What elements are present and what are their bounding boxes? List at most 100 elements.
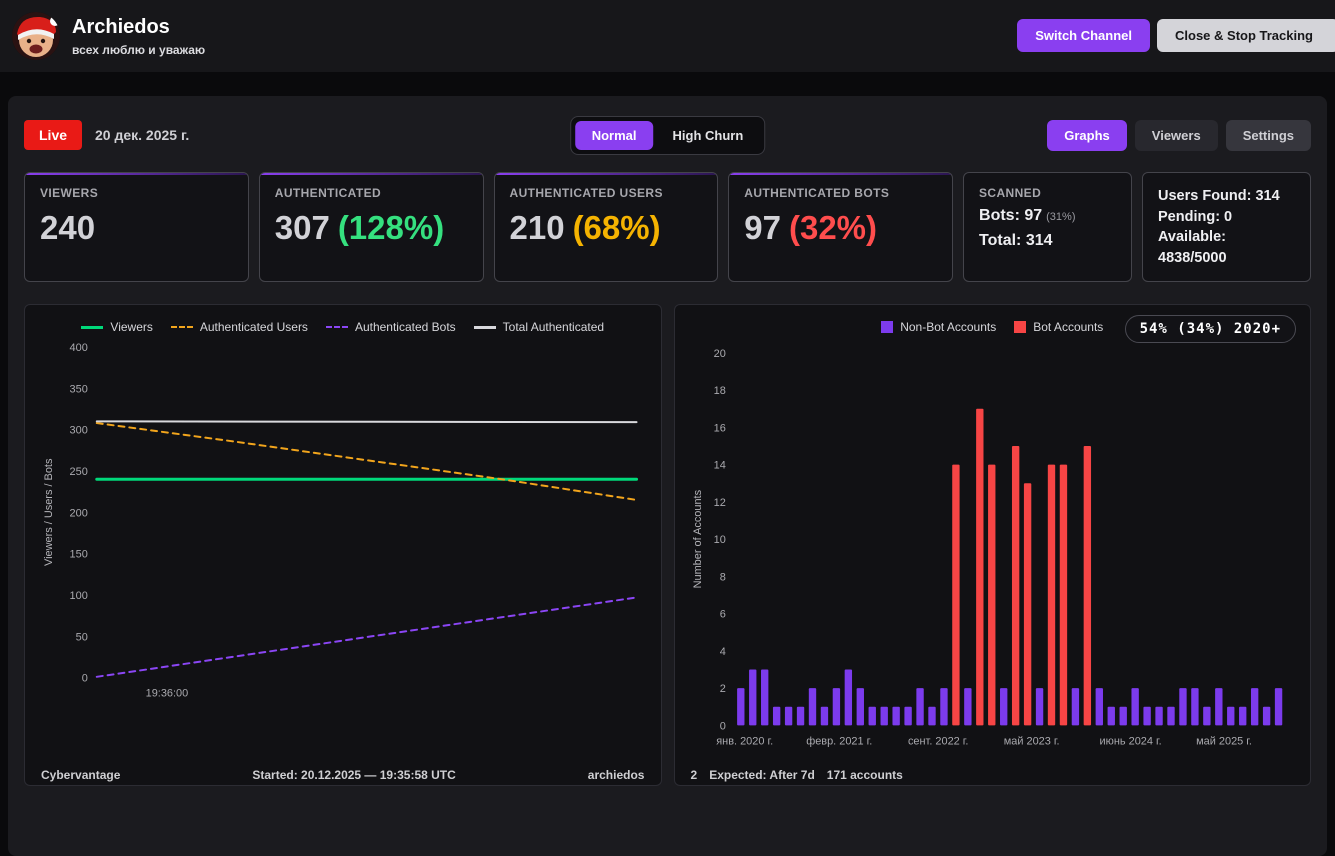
authenticated-label: AUTHENTICATED [274, 186, 382, 200]
stream-date: 20 дек. 2025 г. [95, 127, 190, 143]
scanned-bots-line: Bots: 97 (31%) [979, 207, 1116, 225]
svg-text:150: 150 [70, 549, 88, 561]
age-stats-badge: 54% (34%) 2020+ [1124, 315, 1296, 344]
legend-label-auth-users: Authenticated Users [199, 320, 308, 335]
footer-app-name: Cybervantage [41, 768, 121, 783]
live-badge: Live [24, 120, 83, 150]
svg-text:350: 350 [70, 384, 88, 396]
auth-users-line-swatch [170, 326, 193, 329]
channel-title: Archiedos [72, 15, 170, 38]
svg-text:Viewers / Users / Bots: Viewers / Users / Bots [43, 458, 55, 566]
svg-text:300: 300 [70, 425, 88, 437]
footer-channel-name: archiedos [587, 768, 645, 783]
line-chart-footer: Cybervantage Started: 20.12.2025 — 19:35… [41, 768, 645, 782]
svg-text:Number of Accounts: Number of Accounts [691, 490, 703, 589]
authenticated-bots-value: 97 (32%) [744, 209, 937, 247]
users-found-line: Users Found: 314 [1158, 188, 1280, 204]
svg-text:2: 2 [719, 683, 725, 695]
stats-row: VIEWERS 240 AUTHENTICATED 307 (128%) AUTH… [24, 172, 1311, 283]
scanned-bots-percent: (31%) [1046, 211, 1076, 223]
capacity-card: Users Found: 314 Pending: 0 Available: 4… [1142, 172, 1311, 283]
legend-item-authenticated-bots[interactable]: Authenticated Bots [325, 320, 456, 335]
scanned-card: SCANNED Bots: 97 (31%) Total: 314 [963, 172, 1132, 283]
svg-text:май 2025 г.: май 2025 г. [1196, 736, 1252, 748]
legend-item-bot-accounts[interactable]: Bot Accounts [1014, 320, 1103, 334]
svg-text:18: 18 [713, 385, 725, 397]
main-panel: Live 20 дек. 2025 г. Normal High Churn G… [8, 96, 1327, 856]
channel-subtitle: всех люблю и уважаю [72, 42, 206, 57]
authenticated-bots-number: 97 [744, 209, 781, 246]
svg-text:май 2023 г.: май 2023 г. [1003, 736, 1059, 748]
app-header: Archiedos всех люблю и уважаю Switch Cha… [0, 0, 1335, 72]
legend-item-viewers[interactable]: Viewers [81, 320, 153, 335]
svg-text:20: 20 [713, 348, 725, 360]
authenticated-card: AUTHENTICATED 307 (128%) [258, 172, 484, 283]
legend-label-bot: Bot Accounts [1033, 320, 1104, 335]
bar-chart-legend: Non-Bot Accounts Bot Accounts [689, 317, 1297, 337]
legend-label-non-bot: Non-Bot Accounts [900, 320, 997, 335]
legend-label-total-auth: Total Authenticated [502, 320, 605, 335]
bar-chart-panel: Non-Bot Accounts Bot Accounts 54% (34%) … [673, 304, 1311, 787]
authenticated-value: 307 (128%) [275, 209, 468, 247]
svg-text:8: 8 [719, 572, 725, 584]
viewers-card: VIEWERS 240 [24, 172, 249, 283]
bar-chart: 0 2 4 6 8 10 12 14 16 18 20 Number of Accounts янв. … [691, 348, 1282, 748]
svg-text:16: 16 [713, 423, 725, 435]
tab-settings[interactable]: Settings [1225, 119, 1311, 151]
bar-chart-footer: 2 Expected: After 7d 171 accounts [691, 768, 1295, 782]
line-chart: 0 50 100 150 200 250 300 350 400 Viewers / Users … [43, 342, 639, 700]
viewers-value: 240 [40, 209, 96, 246]
non-bot-swatch [881, 321, 894, 334]
svg-text:100: 100 [70, 590, 88, 602]
line-chart-legend: Viewers Authenticated Users Authenticate… [39, 317, 647, 337]
legend-item-total-authenticated[interactable]: Total Authenticated [473, 320, 605, 335]
scanned-label: SCANNED [979, 186, 1042, 200]
legend-label-auth-bots: Authenticated Bots [354, 320, 456, 335]
legend-item-non-bot-accounts[interactable]: Non-Bot Accounts [881, 320, 996, 334]
switch-channel-button[interactable]: Switch Channel [1017, 19, 1151, 52]
tab-graphs[interactable]: Graphs [1047, 119, 1127, 151]
authenticated-bots-label: AUTHENTICATED BOTS [744, 186, 890, 200]
svg-text:10: 10 [713, 534, 725, 546]
svg-text:июнь 2024 г.: июнь 2024 г. [1099, 736, 1161, 748]
svg-text:200: 200 [70, 508, 88, 520]
channel-avatar [12, 12, 60, 60]
svg-text:50: 50 [76, 632, 88, 644]
svg-text:14: 14 [713, 460, 725, 472]
available-value-line: 4838/5000 [1158, 249, 1227, 266]
svg-text:0: 0 [82, 673, 88, 685]
footer-started-time: Started: 20.12.2025 — 19:35:58 UTC [252, 768, 456, 783]
mode-normal-button[interactable]: Normal [574, 120, 654, 150]
legend-label-viewers: Viewers [110, 320, 153, 335]
authenticated-users-percent: (68%) [572, 209, 661, 246]
authenticated-users-value: 210 (68%) [510, 209, 703, 247]
line-chart-panel: Viewers Authenticated Users Authenticate… [24, 304, 662, 787]
scanned-total-line: Total: 314 [979, 232, 1053, 249]
svg-text:6: 6 [719, 609, 725, 621]
available-label-line: Available: [1158, 229, 1226, 246]
svg-text:янв. 2020 г.: янв. 2020 г. [716, 736, 773, 748]
total-auth-line-swatch [473, 325, 496, 329]
svg-text:февр. 2021 г.: февр. 2021 г. [806, 736, 872, 748]
svg-text:400: 400 [70, 342, 88, 354]
santa-avatar-icon [12, 12, 60, 60]
svg-text:сент. 2022 г.: сент. 2022 г. [907, 736, 968, 748]
legend-item-authenticated-users[interactable]: Authenticated Users [170, 320, 308, 335]
tab-viewers[interactable]: Viewers [1134, 119, 1218, 151]
mode-high-churn-button[interactable]: High Churn [656, 121, 761, 150]
footer-note-number: 2 [690, 768, 698, 783]
bot-swatch [1014, 321, 1027, 334]
controls-row: Live 20 дек. 2025 г. Normal High Churn G… [24, 115, 1311, 155]
mode-segmented-control: Normal High Churn [569, 115, 766, 155]
close-stop-tracking-button[interactable]: Close & Stop Tracking [1157, 19, 1335, 52]
svg-text:0: 0 [719, 721, 725, 733]
pending-line: Pending: 0 [1158, 208, 1233, 225]
auth-bots-line-swatch [325, 326, 348, 329]
footer-accounts-count: 171 accounts [826, 768, 903, 783]
svg-text:4: 4 [719, 646, 725, 658]
authenticated-bots-percent: (32%) [788, 209, 878, 246]
charts-row: Viewers Authenticated Users Authenticate… [24, 304, 1311, 787]
authenticated-bots-card: AUTHENTICATED BOTS 97 (32%) [728, 172, 954, 283]
svg-text:12: 12 [713, 497, 725, 509]
authenticated-users-card: AUTHENTICATED USERS 210 (68%) [493, 172, 719, 283]
